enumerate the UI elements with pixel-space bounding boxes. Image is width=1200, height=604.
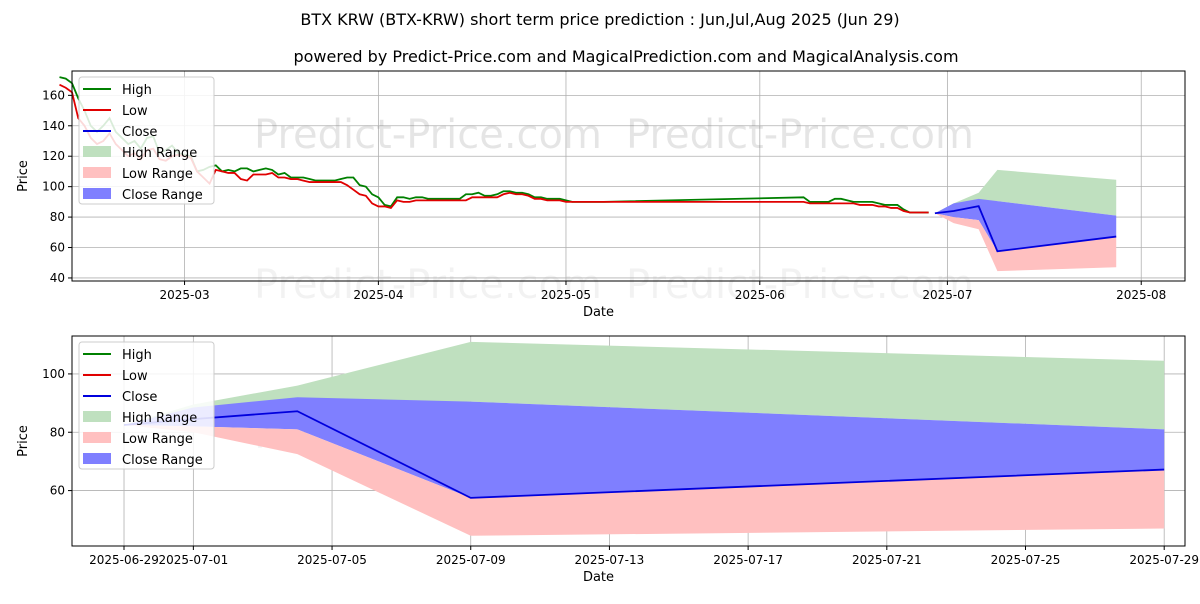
x-tick-label: 2025-03 <box>159 288 209 302</box>
watermark-text: Predict-Price.com <box>626 262 974 308</box>
x-tick-label: 2025-07 <box>922 288 972 302</box>
x-axis-label: Date <box>583 305 614 320</box>
low-range-band <box>934 213 1117 272</box>
legend-label: Close <box>122 125 157 140</box>
close-range-band <box>124 397 1165 498</box>
legend-box <box>78 76 215 205</box>
legend-label: Low Range <box>122 432 193 447</box>
x-tick-label: 2025-06-29 <box>89 553 159 567</box>
watermark-text: Predict-Price.com <box>626 112 974 158</box>
chart-title: BTX KRW (BTX-KRW) short term price predi… <box>300 10 899 29</box>
x-tick-label: 2025-08 <box>1116 288 1166 302</box>
legend-label: Close <box>122 390 157 405</box>
y-tick-label: 100 <box>42 367 65 381</box>
x-tick-label: 2025-05 <box>541 288 591 302</box>
watermark-text: Predict-Price.com <box>254 262 602 308</box>
top-panel: Predict-Price.com Predict-Price.com Predic… <box>16 70 1186 320</box>
x-axis-label: Date <box>583 570 614 585</box>
y-tick-label: 160 <box>42 88 65 102</box>
y-tick-label: 140 <box>42 119 65 133</box>
y-tick-label: 100 <box>42 180 65 194</box>
x-tick-label: 2025-07-25 <box>991 553 1061 567</box>
legend-label: Low <box>122 369 148 384</box>
legend-swatch-close-range <box>83 188 111 199</box>
legend-box <box>78 341 215 470</box>
legend-swatch-low-range <box>83 167 111 178</box>
legend-swatch-low-range <box>83 432 111 443</box>
y-axis-label: Price <box>16 425 31 457</box>
legend-swatch-close-range <box>83 453 111 464</box>
y-tick-label: 80 <box>50 210 65 224</box>
x-tick-label: 2025-07-17 <box>713 553 783 567</box>
x-tick-label: 2025-04 <box>353 288 403 302</box>
legend-label: Low Range <box>122 167 193 182</box>
legend-swatch-high-range <box>83 411 111 422</box>
y-tick-label: 120 <box>42 149 65 163</box>
legend-swatch-high-range <box>83 146 111 157</box>
low-range-band <box>124 424 1165 536</box>
watermark-text: Predict-Price.com <box>626 112 974 158</box>
legend-label: Close Range <box>122 453 203 468</box>
y-tick-label: 40 <box>50 271 65 285</box>
legend-label: Close Range <box>122 188 203 203</box>
legend-label: High <box>122 348 152 363</box>
x-tick-label: 2025-07-05 <box>297 553 367 567</box>
y-tick-label: 60 <box>50 241 65 255</box>
x-tick-label: 2025-06 <box>735 288 785 302</box>
high-range-band <box>124 341 1165 430</box>
watermark-text: Predict-Price.com <box>254 112 602 158</box>
close-line <box>934 205 1117 253</box>
bottom-panel: Predict-Price.com Predict-Price.com Predic… <box>16 112 1199 585</box>
y-tick-label: 80 <box>50 425 65 439</box>
legend-label: High <box>122 83 152 98</box>
y-tick-label: 60 <box>50 484 65 498</box>
legend-label: Low <box>122 104 148 119</box>
x-tick-label: 2025-07-13 <box>575 553 645 567</box>
y-axis-label: Price <box>16 160 31 192</box>
legend-label: High Range <box>122 411 197 426</box>
watermark-text: Predict-Price.com <box>254 112 602 158</box>
x-tick-label: 2025-07-29 <box>1129 553 1199 567</box>
chart-subtitle: powered by Predict-Price.com and Magical… <box>293 47 958 66</box>
x-tick-label: 2025-07-09 <box>436 553 506 567</box>
plot-frame <box>71 335 1186 547</box>
plot-frame <box>71 70 1186 282</box>
legend-label: High Range <box>122 146 197 161</box>
x-tick-label: 2025-07-21 <box>852 553 922 567</box>
x-tick-label: 2025-07-01 <box>158 553 228 567</box>
